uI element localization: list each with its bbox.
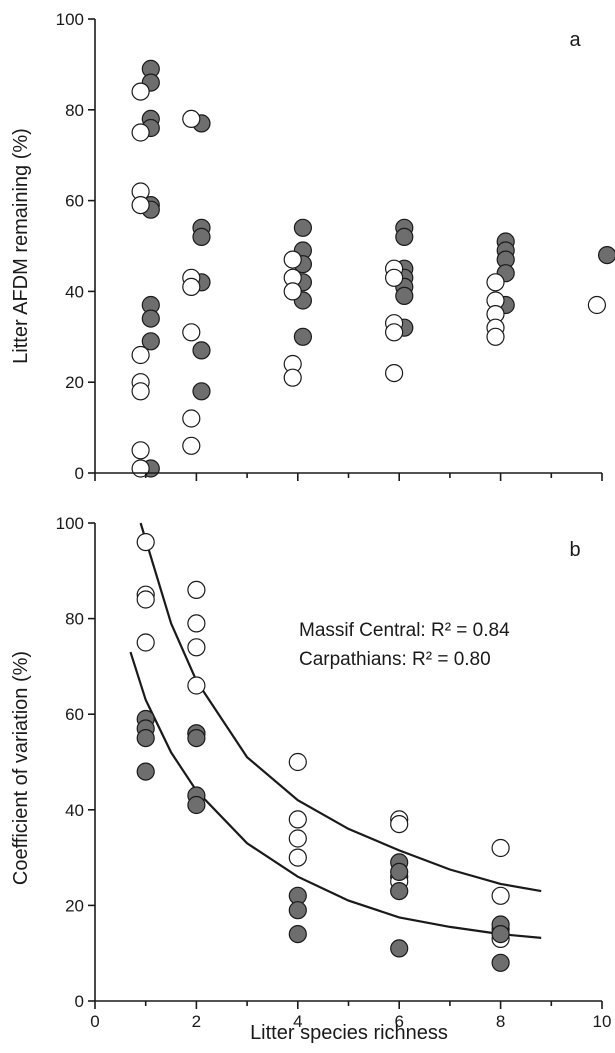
data-point-series-1	[288, 901, 307, 920]
panel-b-fit-lines	[129, 522, 542, 939]
data-point-series-1	[131, 196, 150, 215]
annotation-carpathians: Carpathians: R² = 0.80	[299, 649, 491, 670]
data-point-series-1	[131, 382, 150, 401]
data-point-series-0	[491, 838, 510, 858]
data-point-series-0	[288, 810, 307, 829]
data-point-series-0	[136, 590, 155, 609]
data-point-series-1	[187, 795, 206, 815]
data-point-series-0	[136, 532, 155, 552]
x-tick-label: 6	[394, 1012, 403, 1031]
panel-a-chart: 0 20 40 60 80 100 a Litter AFDM remaining (%)	[10, 10, 615, 483]
annotation-massif-central: Massif Central: R² = 0.84	[299, 620, 510, 641]
data-point-series-0	[395, 286, 414, 305]
data-point-series-1	[136, 762, 155, 781]
data-point-series-0	[187, 676, 206, 695]
data-point-series-1	[131, 345, 150, 365]
data-point-series-1	[136, 728, 155, 748]
data-point-series-1	[283, 250, 302, 269]
data-point-series-1	[486, 273, 505, 292]
y-tick-label: 80	[65, 101, 84, 120]
data-point-series-1	[390, 939, 409, 958]
y-tick-label: 0	[75, 992, 84, 1011]
data-point-series-1	[182, 277, 201, 296]
x-tick-label: 4	[293, 1012, 302, 1031]
data-point-series-0	[395, 227, 414, 246]
data-point-series-0	[598, 246, 615, 265]
data-point-series-0	[288, 829, 307, 848]
y-tick-label: 20	[65, 373, 84, 392]
data-point-series-1	[491, 953, 510, 972]
data-point-series-0	[491, 886, 510, 905]
data-point-series-0	[293, 327, 312, 346]
data-point-series-1	[182, 109, 201, 129]
data-point-series-1	[385, 364, 404, 383]
data-point-series-0	[192, 341, 211, 360]
panel-b-points	[136, 532, 510, 972]
data-point-series-1	[182, 436, 201, 455]
panel-a-points	[131, 59, 615, 478]
data-point-series-0	[288, 752, 307, 772]
data-point-series-0	[288, 848, 307, 867]
data-point-series-1	[587, 295, 607, 315]
x-tick-label: 0	[90, 1012, 99, 1031]
data-point-series-1	[390, 881, 409, 901]
panel-a-axes: 0 20 40 60 80 100	[56, 10, 603, 483]
panel-b-axes: 0 20 40 60 80 100 0 2 4 6 8 10	[56, 514, 612, 1031]
data-point-series-1	[131, 459, 150, 478]
y-tick-label: 40	[65, 801, 84, 820]
data-point-series-1	[182, 323, 201, 342]
data-point-series-0	[187, 580, 206, 600]
data-point-series-1	[131, 82, 150, 101]
y-tick-label: 80	[65, 610, 84, 629]
data-point-series-1	[385, 323, 404, 342]
data-point-series-0	[187, 638, 206, 657]
data-point-series-1	[491, 924, 510, 944]
data-point-series-1	[390, 862, 409, 882]
data-point-series-1	[187, 728, 206, 748]
data-point-series-0	[187, 614, 206, 633]
data-point-series-1	[131, 123, 150, 142]
y-tick-label: 100	[56, 514, 84, 533]
data-point-series-0	[293, 218, 312, 237]
x-tick-label: 10	[593, 1012, 612, 1031]
panel-b-x-axis-title: Litter species richness	[250, 1022, 448, 1044]
fit-curve-1	[129, 651, 542, 939]
data-point-series-1	[385, 268, 404, 287]
data-point-series-1	[283, 368, 302, 387]
data-point-series-0	[141, 332, 160, 351]
fit-curve-0	[139, 522, 542, 893]
data-point-series-0	[390, 814, 409, 834]
panel-b-letter: b	[569, 539, 580, 561]
x-tick-label: 8	[496, 1012, 505, 1031]
data-point-series-1	[131, 441, 150, 460]
y-tick-label: 100	[56, 10, 84, 29]
data-point-series-0	[192, 227, 211, 246]
y-tick-label: 20	[65, 896, 84, 915]
y-tick-label: 0	[75, 464, 84, 483]
y-tick-label: 60	[65, 705, 84, 724]
data-point-series-0	[192, 382, 211, 401]
data-point-series-0	[141, 309, 160, 328]
data-point-series-1	[182, 409, 201, 428]
data-point-series-1	[486, 327, 505, 346]
y-tick-label: 40	[65, 282, 84, 301]
panel-a-letter: a	[569, 29, 581, 51]
panel-b-y-axis-title: Coefficient of variation (%)	[10, 651, 32, 885]
data-point-series-0	[136, 633, 155, 652]
panel-a-y-axis-title: Litter AFDM remaining (%)	[10, 128, 32, 364]
data-point-series-1	[283, 282, 302, 301]
panel-b-chart: 0 20 40 60 80 100 0 2 4 6 8 10 b Massif Central: R²…	[10, 514, 611, 1044]
x-tick-label: 2	[192, 1012, 201, 1031]
y-tick-label: 60	[65, 192, 84, 211]
data-point-series-1	[288, 924, 307, 944]
